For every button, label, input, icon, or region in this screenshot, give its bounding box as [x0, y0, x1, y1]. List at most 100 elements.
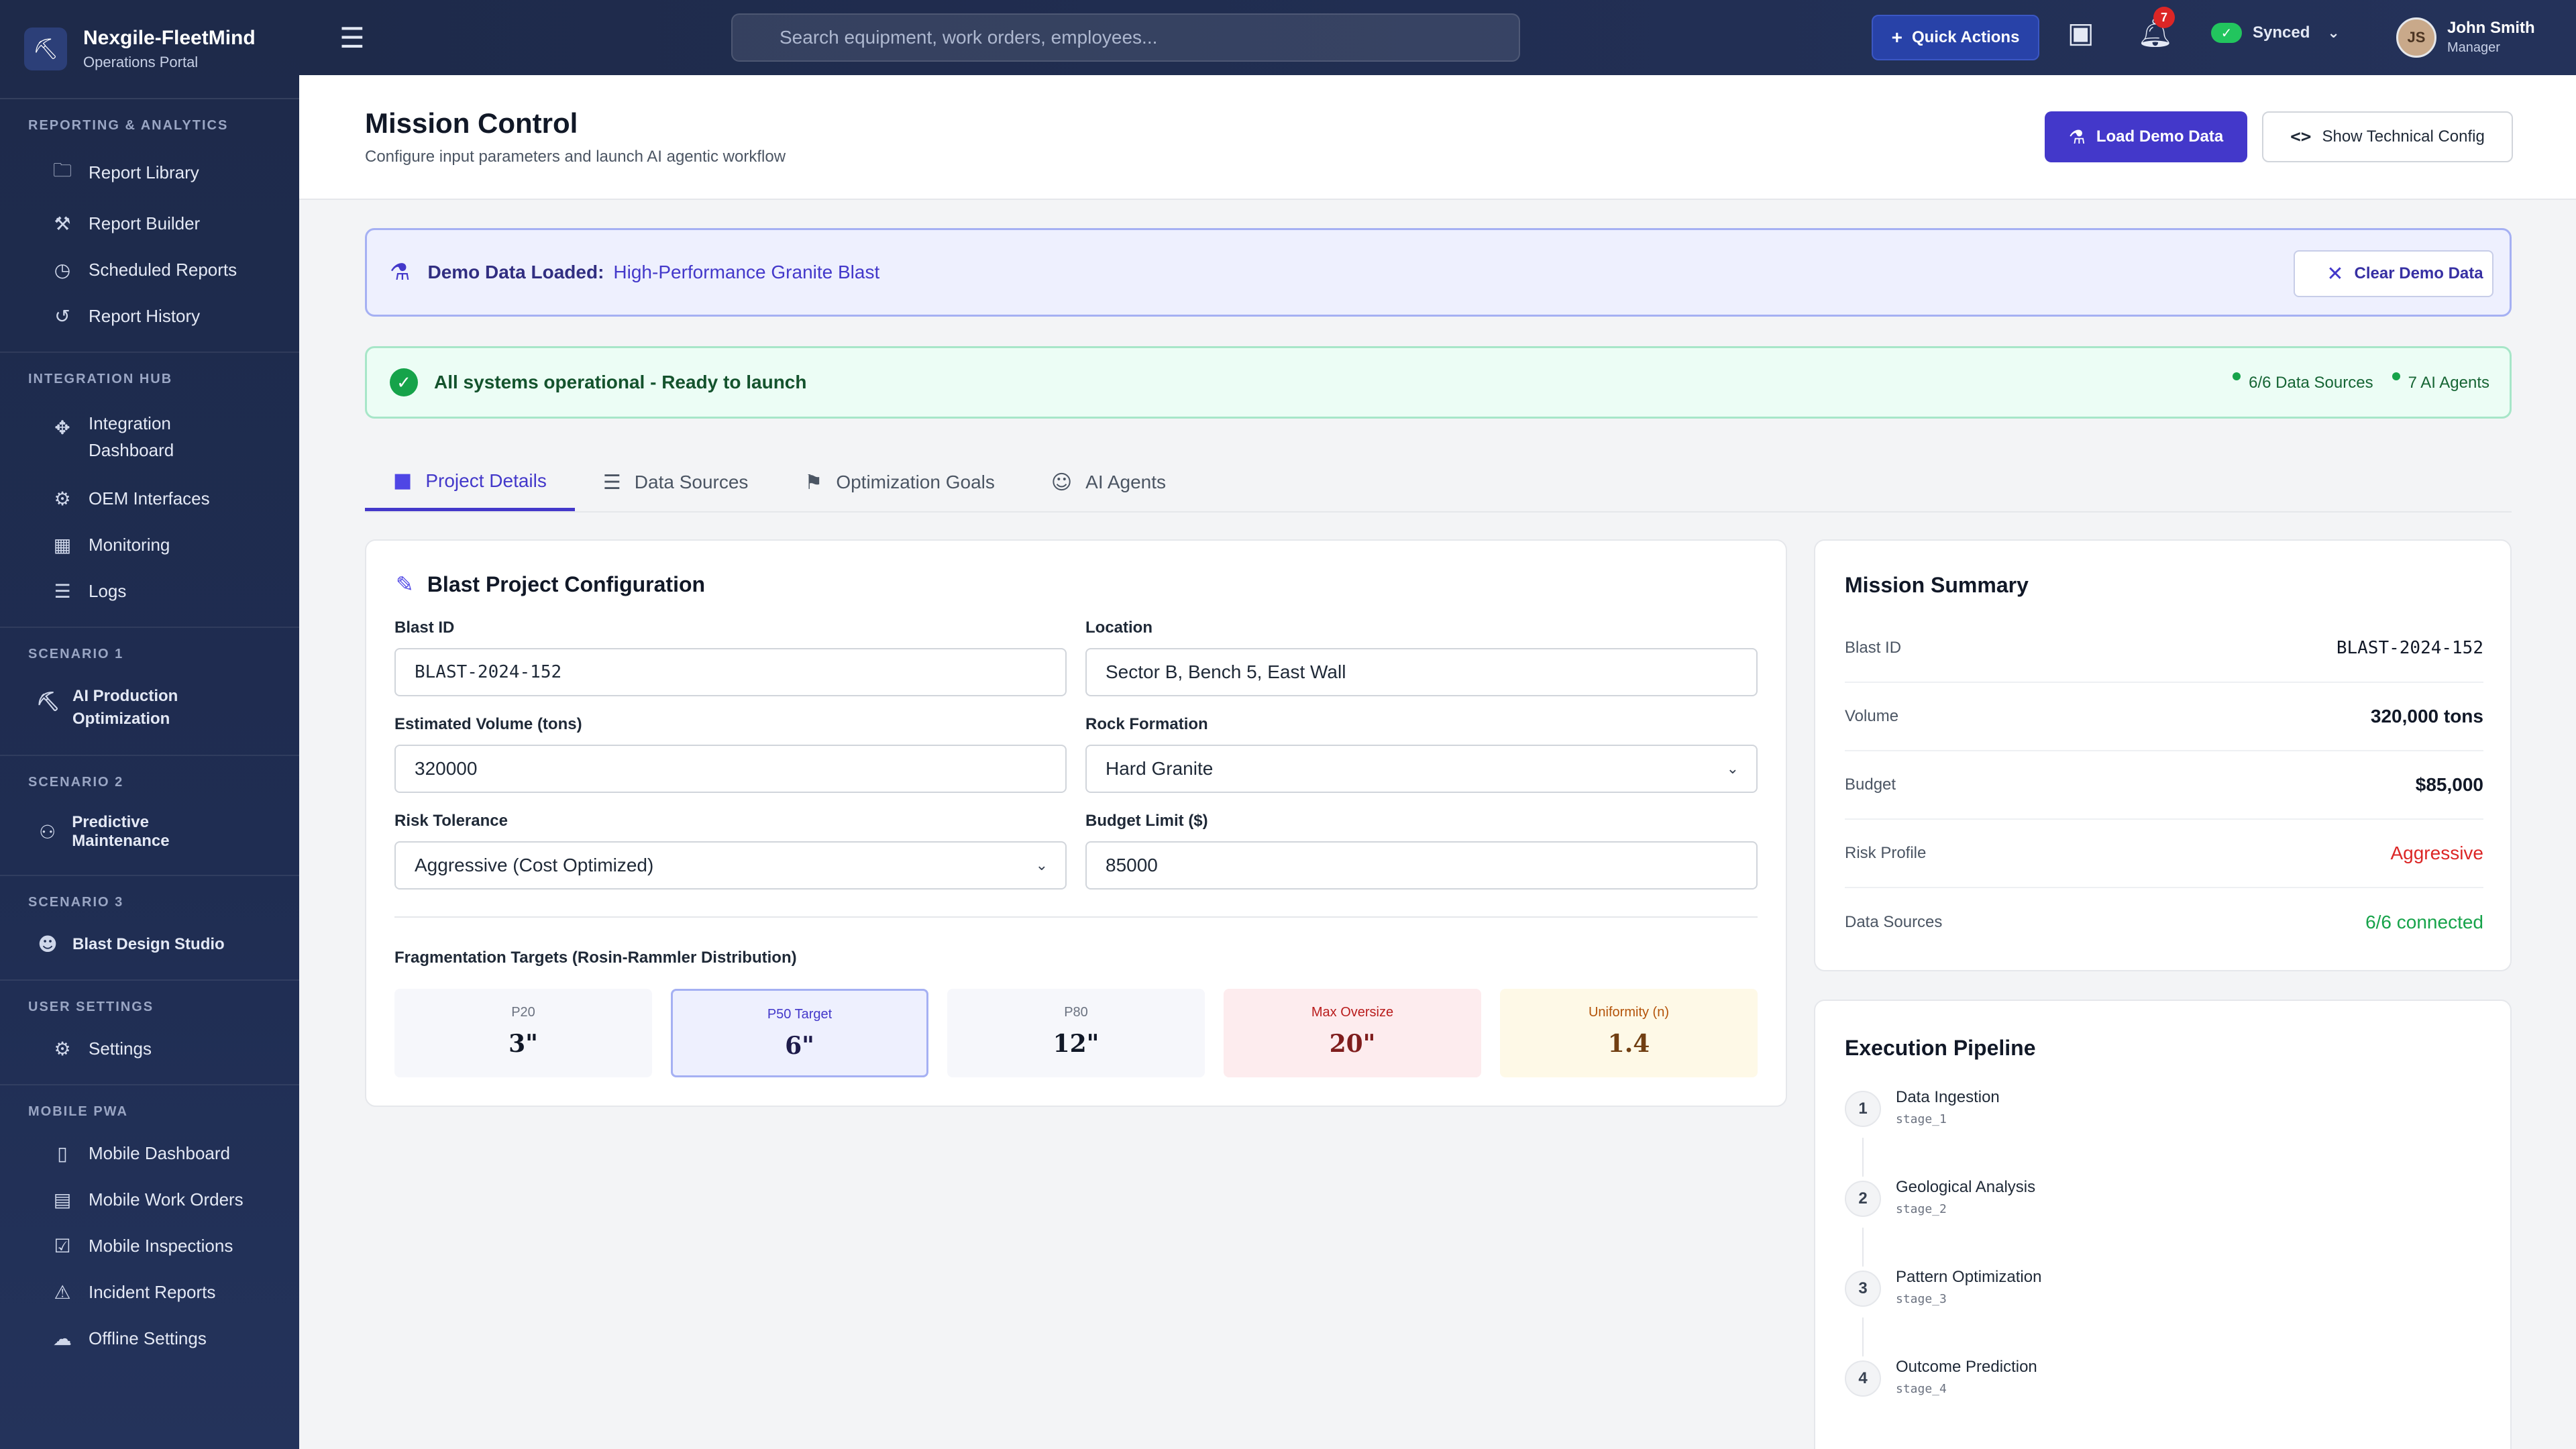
budget-input[interactable]: 85000	[1085, 841, 1758, 890]
flask-icon: ⚗	[2068, 126, 2086, 148]
sidebar-item-settings[interactable]: ⚙ Settings	[0, 1026, 299, 1072]
nav-heading: SCENARIO 3	[28, 895, 124, 910]
stage-name: Pattern Optimization	[1896, 1268, 2042, 1286]
location-input[interactable]: Sector B, Bench 5, East Wall	[1085, 648, 1758, 696]
rock-formation-select[interactable]: Hard Granite ⌄	[1085, 745, 1758, 793]
target-p80[interactable]: P80 12"	[947, 989, 1205, 1077]
tab-label: Optimization Goals	[836, 472, 995, 492]
sidebar-item-incident-reports[interactable]: ⚠ Incident Reports	[0, 1269, 299, 1316]
chart-icon: ▦	[53, 534, 72, 556]
warning-icon: ⚠	[54, 1281, 71, 1303]
check-circle-icon: ✓	[390, 368, 418, 396]
wrench-icon: ⚒	[54, 213, 71, 235]
offline-icon: ☁	[53, 1328, 72, 1350]
stage-number: 1	[1845, 1091, 1881, 1127]
clear-demo-label: Clear Demo Data	[2354, 264, 2483, 282]
sidebar-item-monitoring[interactable]: ▦ Monitoring	[0, 522, 299, 568]
show-technical-config-button[interactable]: <> Show Technical Config	[2262, 111, 2513, 162]
target-max-oversize[interactable]: Max Oversize 20"	[1224, 989, 1481, 1077]
nav-section-reporting: REPORTING & ANALYTICS 🗀 Report Library ⚒ R…	[0, 99, 299, 353]
sidebar-item-mobile-work-orders[interactable]: ▤ Mobile Work Orders	[0, 1177, 299, 1223]
sync-status[interactable]: ✓ Synced ⌄	[2211, 23, 2340, 43]
page-header: Mission Control Configure input paramete…	[299, 75, 2576, 200]
tab-optimization-goals[interactable]: ⚑ Optimization Goals	[776, 453, 1022, 511]
plug-icon: ⚙	[54, 488, 71, 510]
sidebar-item-label: Logs	[89, 581, 127, 601]
nav-section-scenario-3: SCENARIO 3 ☻ Blast Design Studio	[0, 876, 299, 981]
rock-formation-field-group: Rock Formation Hard Granite ⌄	[1085, 715, 1758, 793]
blast-config-card: ✎ Blast Project Configuration Blast ID BL…	[365, 539, 1787, 1107]
summary-row-risk: Risk Profile Aggressive	[1845, 820, 2483, 888]
tab-project-details[interactable]: ■ Project Details	[365, 453, 575, 511]
sidebar-item-logs[interactable]: ☰ Logs	[0, 568, 299, 614]
sidebar-item-offline-settings[interactable]: ☁ Offline Settings	[0, 1316, 299, 1362]
data-sources-stat: 6/6 Data Sources	[2249, 374, 2373, 392]
sidebar-item-blast-design-studio[interactable]: ☻ Blast Design Studio	[0, 921, 299, 967]
quick-actions-button[interactable]: + Quick Actions	[1872, 15, 2039, 60]
target-p50[interactable]: P50 Target 6"	[671, 989, 928, 1077]
sidebar-item-report-builder[interactable]: ⚒ Report Builder	[0, 201, 299, 247]
target-uniformity[interactable]: Uniformity (n) 1.4	[1500, 989, 1758, 1077]
sidebar-item-integration-dashboard[interactable]: ✥ Integration Dashboard	[0, 398, 299, 476]
ai-agents-stat: 7 AI Agents	[2408, 374, 2489, 392]
sidebar-item-mobile-inspections[interactable]: ☑ Mobile Inspections	[0, 1223, 299, 1269]
fragmentation-title: Fragmentation Targets (Rosin-Rammler Dis…	[394, 949, 797, 967]
stage-number: 3	[1845, 1271, 1881, 1307]
tab-label: Data Sources	[634, 472, 749, 492]
execution-pipeline-card: Execution Pipeline 1 Data Ingestion stage_…	[1814, 1000, 2512, 1449]
sidebar-item-report-history[interactable]: ↺ Report History	[0, 293, 299, 339]
database-icon: ☰	[602, 470, 621, 494]
brand[interactable]: ⛏ Nexgile-FleetMind Operations Portal	[0, 0, 299, 99]
stage-number: 2	[1845, 1181, 1881, 1217]
summary-key: Data Sources	[1845, 913, 1943, 931]
status-dot-icon	[2392, 372, 2400, 380]
brand-subtitle: Operations Portal	[83, 54, 199, 70]
mission-summary-card: Mission Summary Blast ID BLAST-2024-152 V…	[1814, 539, 2512, 971]
summary-row-budget: Budget $85,000	[1845, 751, 2483, 820]
excavator-icon: ⛏	[36, 690, 60, 712]
budget-field-group: Budget Limit ($) 85000	[1085, 812, 1758, 890]
chevron-down-icon: ⌄	[1726, 760, 1739, 777]
search-input[interactable]: Search equipment, work orders, employees…	[731, 13, 1520, 62]
nav-heading: SCENARIO 2	[28, 775, 124, 790]
chevron-down-icon: ⌄	[2327, 24, 2340, 41]
summary-value: BLAST-2024-152	[2336, 638, 2483, 658]
sidebar-item-mobile-dashboard[interactable]: ▯ Mobile Dashboard	[0, 1130, 299, 1177]
system-status-banner: ✓ All systems operational - Ready to lau…	[365, 346, 2512, 419]
blast-id-input[interactable]: BLAST-2024-152	[394, 648, 1067, 696]
clear-demo-data-button[interactable]: ✕ Clear Demo Data	[2294, 250, 2493, 297]
folder-icon: 🗀	[52, 159, 72, 181]
quick-actions-label: Quick Actions	[1911, 28, 2020, 46]
sidebar-item-label: Mobile Work Orders	[89, 1189, 244, 1210]
target-p20[interactable]: P20 3"	[394, 989, 652, 1077]
notification-badge: 7	[2153, 7, 2175, 28]
engineer-icon: ☻	[38, 933, 58, 955]
robot-icon: ☺	[1051, 470, 1073, 494]
target-value: 1.4	[1607, 1030, 1650, 1058]
nav-section-mobile-pwa: MOBILE PWA ▯ Mobile Dashboard ▤ Mobile Wor…	[0, 1085, 299, 1374]
sidebar-item-report-library[interactable]: 🗀 Report Library	[0, 144, 299, 201]
sidebar-item-label: Report Library	[89, 162, 199, 182]
sidebar-item-oem-interfaces[interactable]: ⚙ OEM Interfaces	[0, 476, 299, 522]
sidebar-item-label: Report Builder	[89, 213, 201, 233]
calendar-icon[interactable]: ▣	[2068, 16, 2094, 49]
user-menu[interactable]: John Smith Manager	[2447, 19, 2535, 56]
tab-ai-agents[interactable]: ☺ AI Agents	[1023, 453, 1194, 511]
location-field-group: Location Sector B, Bench 5, East Wall	[1085, 619, 1758, 696]
avatar[interactable]: JS	[2396, 17, 2436, 58]
sidebar-item-label: Monitoring	[89, 535, 170, 555]
nav-section-scenario-1: SCENARIO 1 ⛏ AI Production Optimization	[0, 628, 299, 756]
tab-data-sources[interactable]: ☰ Data Sources	[575, 453, 777, 511]
sidebar: ⛏ Nexgile-FleetMind Operations Portal RE…	[0, 0, 299, 1449]
summary-row-data-sources: Data Sources 6/6 connected	[1845, 888, 2483, 957]
sidebar-item-predictive-maintenance[interactable]: ⚇ Predictive Maintenance	[0, 801, 299, 863]
pipeline-stage-4: 4 Outcome Prediction stage_4	[1845, 1354, 2449, 1414]
load-demo-data-button[interactable]: ⚗ Load Demo Data	[2045, 111, 2247, 162]
hamburger-menu-icon[interactable]: ☰	[339, 21, 365, 54]
rock-formation-value: Hard Granite	[1106, 758, 1214, 779]
sidebar-item-ai-production[interactable]: ⛏ AI Production Optimization	[0, 673, 299, 743]
sidebar-item-scheduled-reports[interactable]: ◷ Scheduled Reports	[0, 247, 299, 293]
volume-input[interactable]: 320000	[394, 745, 1067, 793]
summary-value: 320,000 tons	[2370, 706, 2483, 727]
risk-tolerance-select[interactable]: Aggressive (Cost Optimized) ⌄	[394, 841, 1067, 890]
